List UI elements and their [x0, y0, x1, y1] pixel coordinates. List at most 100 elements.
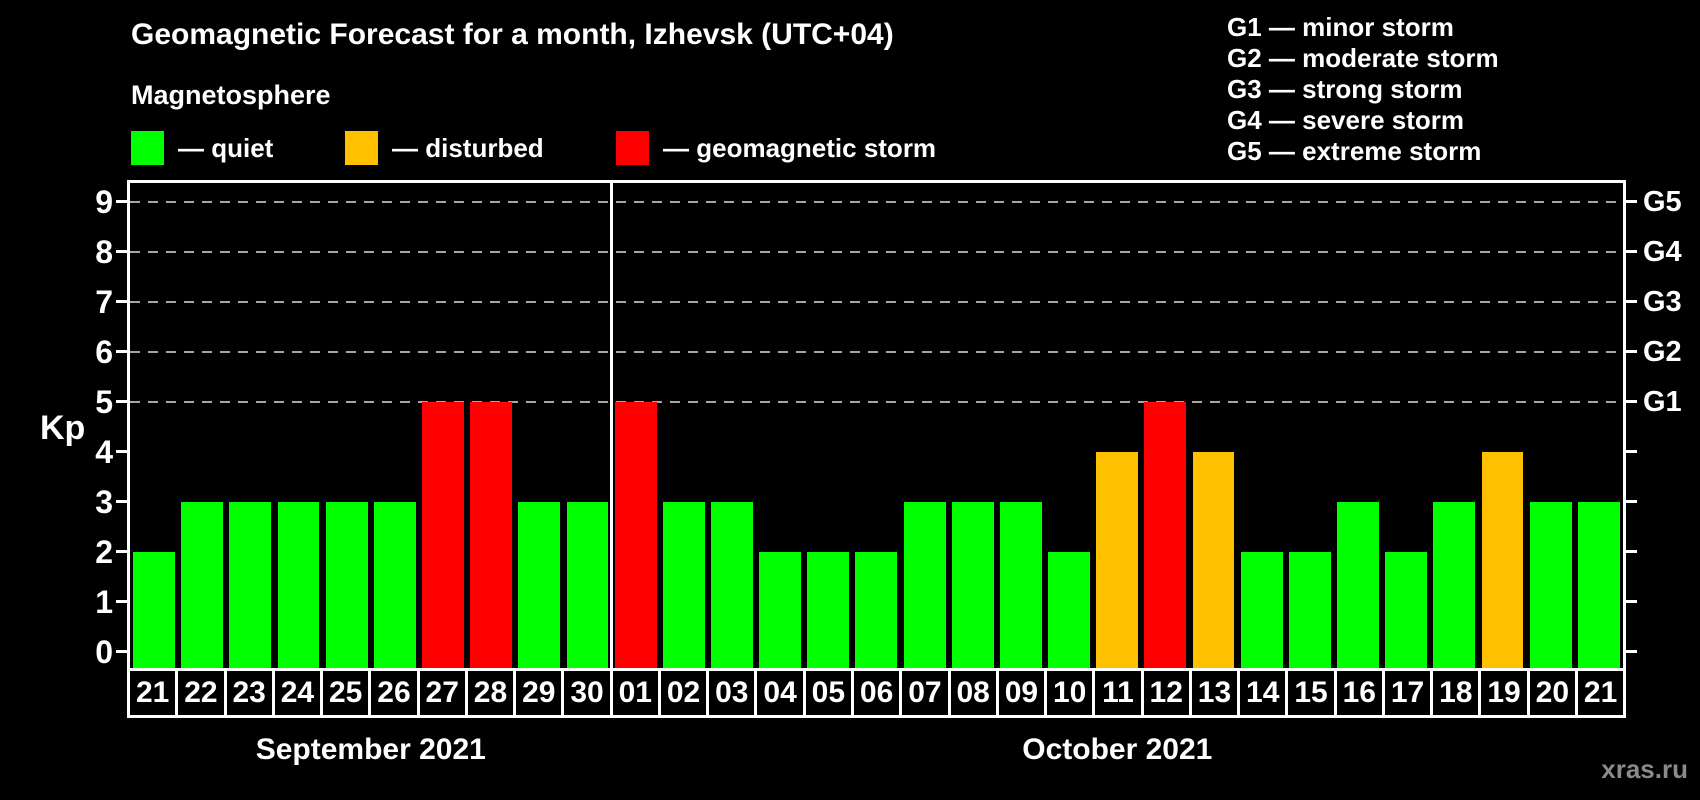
- y-tick-label: 8: [95, 234, 113, 270]
- date-cell: 14: [1237, 671, 1285, 715]
- kp-bar-october-03: [711, 502, 753, 668]
- kp-bar-september-25: [325, 502, 368, 668]
- date-cell: 16: [1333, 671, 1382, 715]
- kp-bar-september-23: [229, 502, 272, 668]
- bar-slot: [901, 502, 949, 668]
- kp-bar-october-10: [1048, 552, 1090, 668]
- g-level-label: G5: [1643, 186, 1682, 218]
- month-separator-line: [610, 183, 614, 668]
- kp-bar-october-04: [759, 552, 802, 668]
- y-axis-tick-right: [1626, 200, 1637, 203]
- plot-area: [116, 180, 1637, 668]
- date-cell: 04: [754, 671, 802, 715]
- bar-slot: [1478, 452, 1526, 668]
- kp-bar-october-21: [1577, 502, 1620, 668]
- y-tick-label: 6: [95, 334, 113, 370]
- chart-title: Geomagnetic Forecast for a month, Izhevs…: [131, 18, 894, 51]
- date-cell: 21: [135, 676, 170, 709]
- y-tick-label: 4: [95, 434, 113, 470]
- y-axis-tick-right: [1626, 600, 1637, 603]
- bar-slot: [467, 402, 515, 668]
- y-axis-tick-left: [116, 550, 127, 553]
- kp-bar-september-29: [518, 502, 561, 668]
- g-level-label: G2: [1643, 336, 1682, 368]
- kp-bar-october-13: [1192, 452, 1235, 668]
- grid-line-kp7: [130, 301, 1623, 303]
- date-cell: 29: [513, 671, 561, 715]
- date-cell: 01: [609, 671, 658, 715]
- y-axis-tick-left: [116, 350, 127, 353]
- kp-bar-october-08: [951, 502, 994, 668]
- bar-slot: [612, 402, 660, 668]
- date-cell: 02: [657, 671, 706, 715]
- storm-scale-legend: G1 — minor storm G2 — moderate storm G3 …: [1227, 12, 1499, 167]
- bar-slot: [130, 552, 178, 668]
- plot-inner: [116, 183, 1637, 668]
- bar-slot: [660, 502, 708, 668]
- legend-label-storm: — geomagnetic storm: [663, 132, 937, 163]
- legend-label-disturbed: — disturbed: [392, 132, 544, 163]
- date-cell: 09: [995, 671, 1044, 715]
- y-axis-tick-left: [116, 300, 127, 303]
- kp-bar-october-11: [1096, 452, 1139, 668]
- grid-line-kp5: [130, 401, 1623, 403]
- bars-layer: [130, 183, 1623, 668]
- storm-color-swatch: [616, 131, 649, 165]
- bar-slot: [997, 502, 1045, 668]
- legend-label-quiet: — quiet: [178, 132, 274, 163]
- bar-slot: [708, 502, 756, 668]
- bar-slot: [1093, 452, 1141, 668]
- bar-slot: [1045, 552, 1093, 668]
- y-axis-tick-left: [116, 400, 127, 403]
- kp-bar-september-21: [133, 552, 176, 668]
- kp-bar-october-12: [1144, 402, 1187, 668]
- y-axis-tick-right: [1626, 400, 1637, 403]
- date-cell: 06: [850, 671, 899, 715]
- bar-slot: [371, 502, 419, 668]
- bar-slot: [1286, 552, 1334, 668]
- date-cell: 22: [175, 671, 223, 715]
- y-axis-tick-left: [116, 450, 127, 453]
- bar-slot: [949, 502, 997, 668]
- date-cell: 23: [223, 671, 272, 715]
- disturbed-color-swatch: [345, 131, 378, 165]
- date-cell: 17: [1381, 671, 1430, 715]
- legend-item-storm: — geomagnetic storm: [616, 130, 936, 166]
- kp-bar-september-28: [470, 402, 513, 668]
- bar-slot: [226, 502, 274, 668]
- kp-bar-september-22: [181, 502, 224, 668]
- date-cell: 03: [706, 671, 754, 715]
- g-level-label: G1: [1643, 386, 1682, 418]
- date-cell: 21: [1574, 671, 1623, 715]
- date-cell: 24: [271, 671, 320, 715]
- kp-bar-october-18: [1433, 502, 1476, 668]
- date-cell: 08: [947, 671, 996, 715]
- y-axis-tick-left: [116, 500, 127, 503]
- date-cell: 12: [1140, 671, 1189, 715]
- kp-bar-september-30: [566, 502, 609, 668]
- storm-scale-g3: G3 — strong storm: [1227, 74, 1463, 104]
- grid-line-kp6: [130, 351, 1623, 353]
- kp-bar-october-19: [1481, 452, 1524, 668]
- y-axis-tick-right: [1626, 250, 1637, 253]
- bar-slot: [1430, 502, 1478, 668]
- date-cell: 11: [1092, 671, 1140, 715]
- y-tick-label: 5: [95, 384, 113, 420]
- watermark: xras.ru: [1601, 754, 1688, 784]
- y-axis-tick-right: [1626, 500, 1637, 503]
- date-axis: 21 22 23 24 25 26 27 28 29 30 01 02 03 04 05 06 07 08 09 10…: [127, 668, 1626, 718]
- date-cell: 20: [1526, 671, 1575, 715]
- y-tick-label: 9: [95, 184, 113, 220]
- y-tick-label: 1: [95, 584, 113, 620]
- date-cell: 15: [1285, 671, 1333, 715]
- date-cell: 30: [561, 671, 609, 715]
- legend-item-disturbed: — disturbed: [345, 130, 544, 166]
- y-axis-tick-right: [1626, 550, 1637, 553]
- kp-bar-october-15: [1288, 552, 1331, 668]
- storm-scale-g1: G1 — minor storm: [1227, 12, 1454, 42]
- kp-bar-october-05: [807, 552, 850, 668]
- y-tick-label: 3: [95, 484, 113, 520]
- y-axis-tick-left: [116, 250, 127, 253]
- y-axis-tick-left: [116, 600, 127, 603]
